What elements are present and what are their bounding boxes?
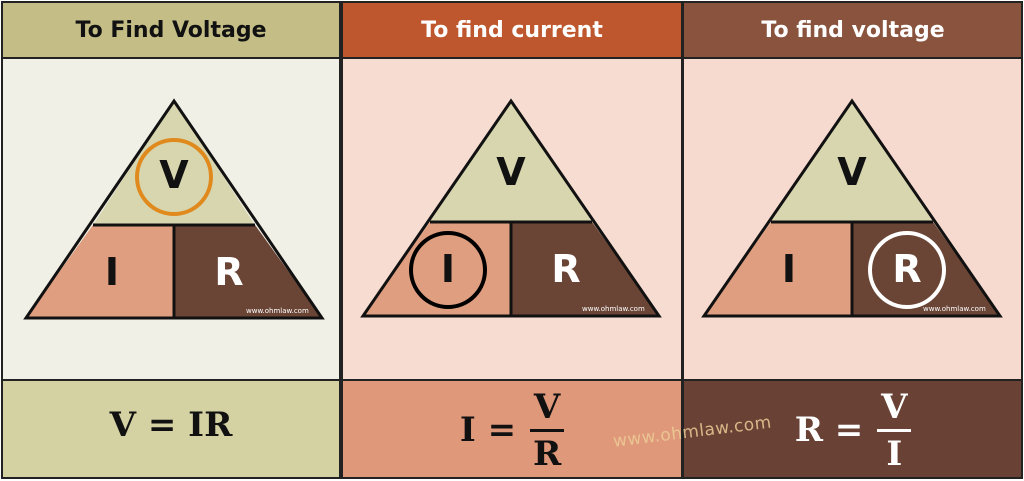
highlight-circle bbox=[868, 231, 946, 309]
label-resistance: R bbox=[892, 247, 922, 291]
formula-numerator: V bbox=[533, 386, 561, 427]
label-voltage: V bbox=[837, 150, 867, 194]
panel-find-resistance-graphic bbox=[682, 1, 1023, 479]
site-credit: www.ohmlaw.com bbox=[923, 305, 986, 313]
formula-lhs: R = bbox=[794, 410, 864, 450]
triangle-right-resistance bbox=[852, 222, 1000, 316]
formula: V = IR bbox=[109, 405, 233, 445]
panel-find-current: To find current V I R www.ohmlaw.com I =… bbox=[341, 0, 683, 481]
panel-title: To Find Voltage bbox=[75, 17, 267, 43]
fraction-bar bbox=[877, 428, 912, 432]
triangle-right-resistance bbox=[174, 225, 322, 318]
formula-numerator: V bbox=[881, 386, 908, 427]
label-voltage: V bbox=[159, 153, 189, 197]
panel-find-resistance: To find voltage V I R www.ohmlaw.com R =… bbox=[682, 0, 1024, 481]
formula: I = V R bbox=[341, 385, 683, 475]
formula-lhs: I = bbox=[459, 410, 517, 450]
triangle-top-voltage bbox=[430, 101, 592, 222]
formula: R = V I bbox=[682, 385, 1024, 475]
site-credit: www.ohmlaw.com bbox=[246, 307, 309, 315]
formula-fraction: V I bbox=[877, 386, 912, 474]
formula-denominator: I bbox=[886, 433, 903, 474]
triangle-right-resistance bbox=[511, 222, 659, 316]
label-voltage: V bbox=[496, 150, 526, 194]
highlight-circle bbox=[135, 138, 213, 216]
label-resistance: R bbox=[551, 247, 581, 291]
formula-fraction: V R bbox=[530, 386, 565, 474]
fraction-bar bbox=[530, 428, 565, 432]
panel-title: To find current bbox=[421, 17, 603, 43]
label-current: I bbox=[440, 247, 456, 291]
site-credit: www.ohmlaw.com bbox=[582, 305, 645, 313]
formula-denominator: R bbox=[532, 433, 562, 474]
label-current: I bbox=[104, 250, 120, 294]
panel-find-voltage-graphic bbox=[1, 1, 341, 479]
panel-find-current-graphic bbox=[341, 1, 683, 479]
label-resistance: R bbox=[214, 250, 244, 294]
panel-title: To find voltage bbox=[761, 17, 945, 43]
highlight-circle bbox=[409, 231, 487, 309]
triangle-left-current bbox=[704, 222, 852, 316]
triangle-top-voltage bbox=[771, 101, 933, 222]
triangle-top-voltage bbox=[93, 101, 255, 225]
triangle-left-current bbox=[26, 225, 174, 318]
label-current: I bbox=[781, 247, 797, 291]
panel-find-voltage: To Find Voltage V I R www.ohmlaw.com V =… bbox=[0, 0, 342, 481]
